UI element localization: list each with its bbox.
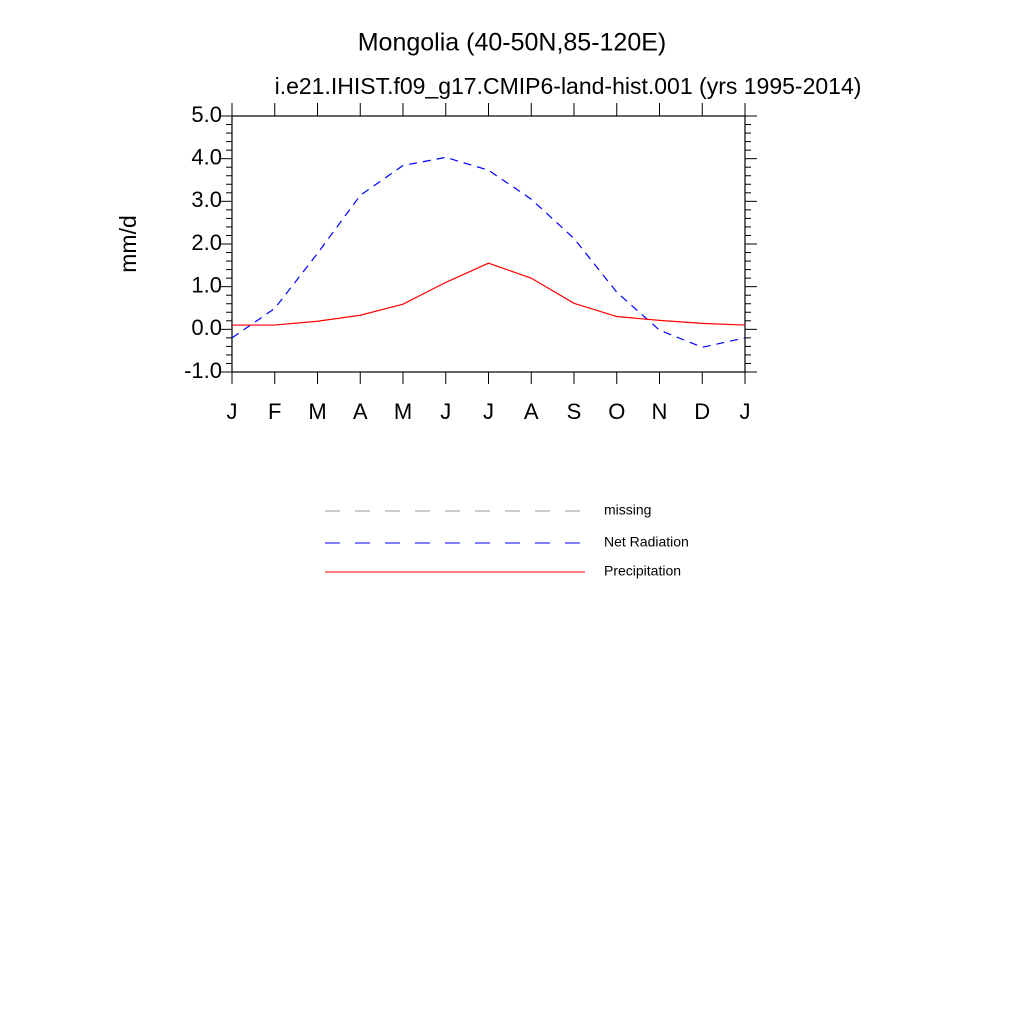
y-tick-label: 2.0	[191, 230, 222, 255]
legend-label: Net Radiation	[604, 534, 689, 550]
chart-subtitle: i.e21.IHIST.f09_g17.CMIP6-land-hist.001 …	[275, 73, 862, 99]
y-tick-label: 4.0	[191, 144, 222, 169]
x-tick-label: J	[740, 399, 751, 424]
y-tick-label: 3.0	[191, 187, 222, 212]
x-tick-label: J	[483, 399, 494, 424]
y-tick-label: 1.0	[191, 272, 222, 297]
x-tick-label: O	[608, 399, 625, 424]
x-tick-label: A	[524, 399, 539, 424]
y-axis-label: mm/d	[115, 215, 141, 273]
x-tick-label: M	[308, 399, 326, 424]
legend-label: Precipitation	[604, 563, 681, 579]
series-line	[231, 156, 746, 348]
chart-title: Mongolia (40-50N,85-120E)	[358, 29, 667, 57]
x-tick-label: N	[652, 399, 668, 424]
x-tick-label: A	[353, 399, 368, 424]
x-tick-label: S	[567, 399, 582, 424]
series-line	[232, 262, 746, 326]
y-tick-label: 5.0	[191, 102, 222, 127]
legend-label: missing	[604, 502, 651, 518]
x-tick-label: J	[440, 399, 451, 424]
x-tick-label: J	[227, 399, 238, 424]
y-tick-label: 0.0	[191, 315, 222, 340]
x-tick-label: D	[694, 399, 710, 424]
x-tick-label: F	[268, 399, 281, 424]
x-tick-label: M	[394, 399, 412, 424]
y-tick-label: -1.0	[184, 358, 222, 383]
